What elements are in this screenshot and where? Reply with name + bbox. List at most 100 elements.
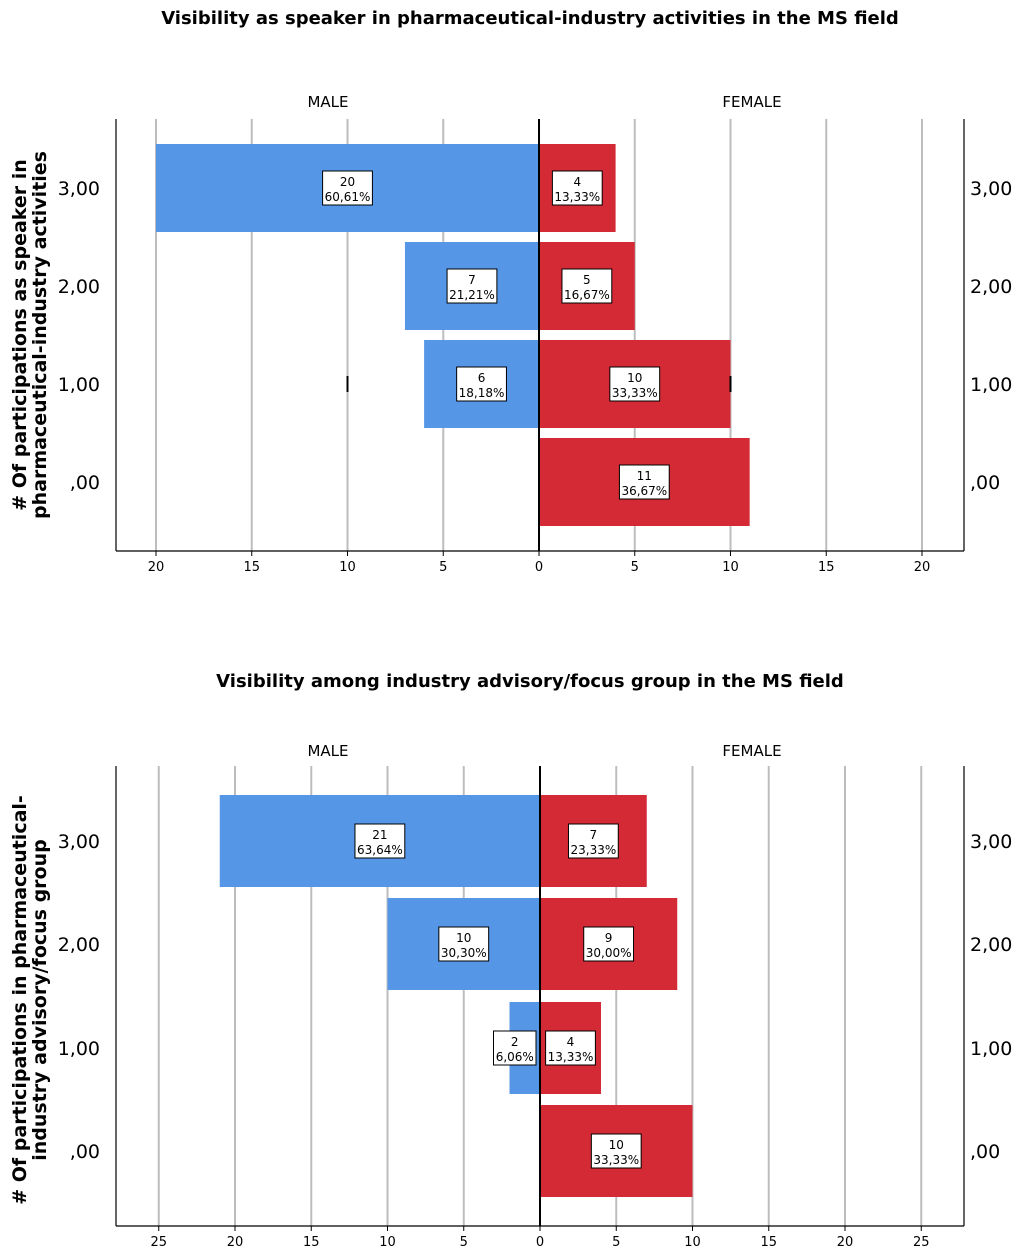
category-labels: 3,00 3,00 2,00 2,00 1,00 1,00 ,00 ,00	[58, 831, 1013, 1163]
x-tick-label: 5	[631, 560, 639, 575]
data-label-count: 21	[372, 828, 387, 842]
data-label-percent: 16,67%	[564, 288, 610, 302]
data-label-count: 10	[609, 1138, 624, 1152]
x-tick-label: 10	[339, 560, 356, 575]
category-label-left: 2,00	[58, 934, 100, 956]
data-label-count: 11	[637, 469, 652, 483]
data-label-count: 20	[340, 175, 355, 189]
data-label-box	[354, 823, 406, 859]
x-tick-label: 25	[150, 1235, 167, 1249]
data-label-female: 413,33%	[545, 1030, 596, 1066]
data-label-percent: 6,06%	[496, 1050, 534, 1064]
y-axis-label-line-1: # Of participations in pharmaceutical-	[9, 795, 31, 1205]
x-tick-label: 5	[460, 1235, 468, 1249]
x-tick-label: 10	[684, 1235, 701, 1249]
chart-speaker-visibility: Visibility as speaker in pharmaceutical-…	[9, 8, 1012, 575]
panel-label-male: MALE	[307, 93, 348, 111]
x-tick-label: 15	[243, 560, 260, 575]
x-tick-label: 0	[535, 560, 543, 575]
category-label-right: 1,00	[970, 374, 1012, 396]
data-label-count: 4	[567, 1035, 575, 1049]
data-label-percent: 18,18%	[459, 386, 505, 400]
x-tick-label: 20	[837, 1235, 854, 1249]
data-label-box	[567, 823, 619, 859]
category-label-right: 3,00	[970, 178, 1012, 200]
panel-label-female: FEMALE	[722, 93, 781, 111]
data-label-percent: 33,33%	[593, 1153, 639, 1167]
x-tick-label: 20	[914, 560, 931, 575]
x-tick-label: 25	[913, 1235, 930, 1249]
chart-title: Visibility as speaker in pharmaceutical-…	[161, 8, 899, 29]
data-label-percent: 33,33%	[612, 386, 658, 400]
data-label-box	[551, 170, 603, 206]
data-labels: 2163,64%723,33%1030,30%930,00%26,06%413,…	[354, 823, 642, 1169]
data-label-count: 5	[583, 273, 591, 287]
data-label-count: 4	[573, 175, 581, 189]
data-label-box	[590, 1133, 642, 1169]
data-label-percent: 23,33%	[570, 843, 616, 857]
data-label-count: 2	[511, 1035, 519, 1049]
data-label-male: 26,06%	[493, 1030, 537, 1066]
category-label-right: ,00	[970, 1141, 1000, 1163]
data-label-male: 618,18%	[456, 366, 507, 402]
panel-label-male: MALE	[307, 742, 348, 760]
data-label-box	[446, 268, 498, 304]
category-label-left: 3,00	[58, 831, 100, 853]
chart-advisory-visibility: Visibility among industry advisory/focus…	[9, 671, 1012, 1249]
category-label-right: ,00	[970, 472, 1000, 494]
category-label-left: 3,00	[58, 178, 100, 200]
category-label-left: 1,00	[58, 1038, 100, 1060]
data-label-percent: 13,33%	[548, 1050, 594, 1064]
x-tick-label: 5	[612, 1235, 620, 1249]
data-label-box	[618, 464, 670, 500]
x-tick-label: 20	[148, 560, 165, 575]
x-tick-label: 0	[536, 1235, 544, 1249]
data-label-box	[609, 366, 661, 402]
data-label-percent: 36,67%	[621, 484, 667, 498]
data-label-count: 9	[605, 931, 613, 945]
x-tick-label: 15	[760, 1235, 777, 1249]
x-tick-label: 15	[818, 560, 835, 575]
x-tick-label: 20	[227, 1235, 244, 1249]
data-label-female: 930,00%	[583, 926, 635, 962]
category-label-right: 2,00	[970, 934, 1012, 956]
data-label-female: 516,67%	[561, 268, 613, 304]
category-label-left: 1,00	[58, 374, 100, 396]
x-tick-labels: 20 15 10 5 0 5 10 15 20	[148, 551, 931, 575]
data-label-percent: 63,64%	[357, 843, 403, 857]
data-label-box	[493, 1030, 537, 1066]
y-axis-label-line-2: pharmaceutical-industry activities	[29, 151, 51, 519]
data-label-percent: 13,33%	[554, 190, 600, 204]
y-axis-label-line-2: industry advisory/focus group	[29, 839, 51, 1161]
x-tick-labels: 25 20 15 10 5 0 5 10 15 20 25	[150, 1226, 930, 1249]
x-tick-label: 5	[439, 560, 447, 575]
data-label-count: 6	[478, 371, 486, 385]
category-label-left: 2,00	[58, 276, 100, 298]
data-label-count: 7	[468, 273, 476, 287]
data-label-percent: 30,30%	[441, 946, 487, 960]
data-label-female: 723,33%	[567, 823, 619, 859]
y-axis-label-line-1: # Of participations as speaker in	[9, 159, 31, 511]
category-label-right: 2,00	[970, 276, 1012, 298]
data-label-box	[583, 926, 635, 962]
axes	[115, 119, 965, 552]
panel-label-female: FEMALE	[722, 742, 781, 760]
chart-title: Visibility among industry advisory/focus…	[216, 671, 844, 692]
data-label-percent: 60,61%	[325, 190, 371, 204]
data-label-percent: 30,00%	[586, 946, 632, 960]
x-tick-label: 15	[303, 1235, 320, 1249]
category-label-right: 3,00	[970, 831, 1012, 853]
category-label-right: 1,00	[970, 1038, 1012, 1060]
x-tick-label: 10	[379, 1235, 396, 1249]
data-label-count: 7	[590, 828, 598, 842]
category-labels: 3,00 3,00 2,00 2,00 1,00 1,00 ,00 ,00	[58, 178, 1013, 494]
data-label-count: 10	[627, 371, 642, 385]
data-label-percent: 21,21%	[449, 288, 495, 302]
data-label-count: 10	[456, 931, 471, 945]
data-label-box	[561, 268, 613, 304]
